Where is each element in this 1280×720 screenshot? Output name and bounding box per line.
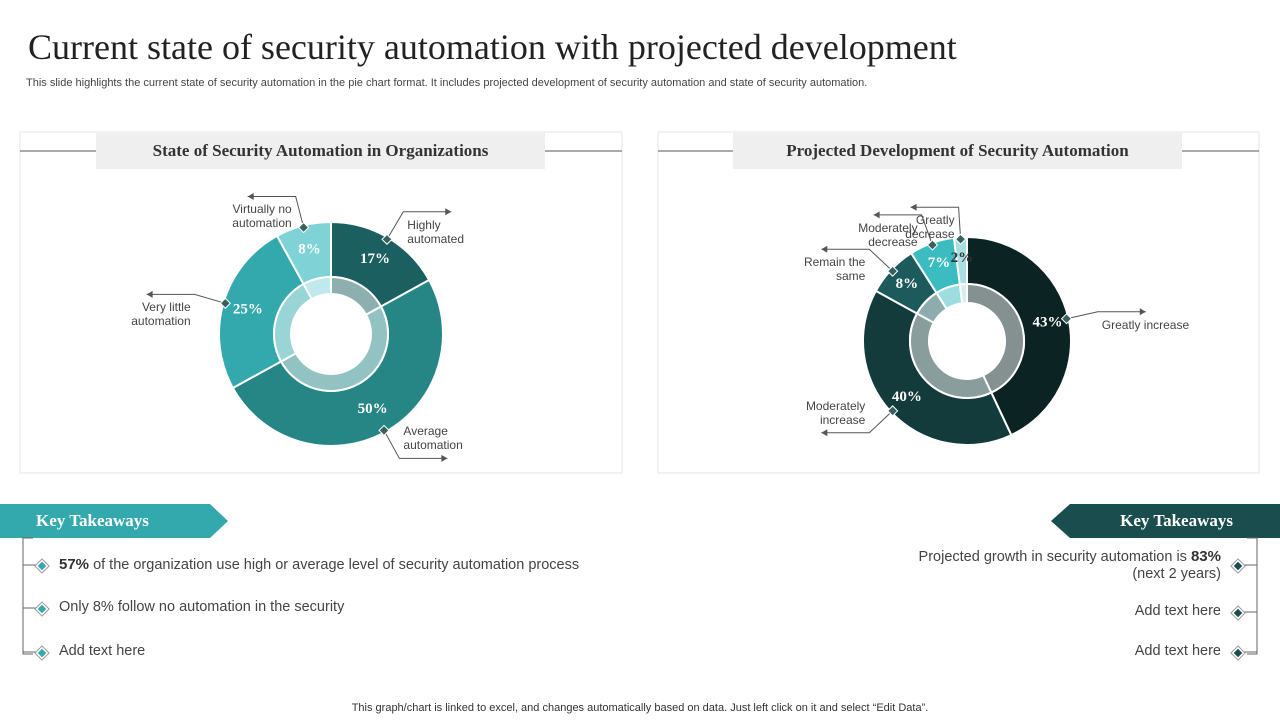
pie-inner-slice bbox=[279, 305, 389, 392]
panel bbox=[657, 131, 1260, 474]
bracket bbox=[22, 537, 33, 655]
value-label: 50% bbox=[358, 401, 388, 417]
callout-marker bbox=[1060, 313, 1073, 325]
bracket bbox=[1247, 537, 1258, 655]
category-label: Moderately increase bbox=[805, 398, 866, 427]
category-label: Remain the same bbox=[803, 255, 866, 284]
footer: This graph/chart is linked to excel, and… bbox=[351, 702, 929, 714]
text: Projected growth in security automation … bbox=[918, 549, 1187, 565]
text: of the organization use high or average … bbox=[93, 557, 580, 573]
banner bbox=[0, 504, 228, 538]
callout-marker bbox=[886, 265, 899, 277]
takeaways-heading: Key Takeaways bbox=[36, 511, 149, 530]
arrowhead bbox=[910, 203, 917, 211]
text: 57% bbox=[59, 556, 90, 573]
arrowhead bbox=[146, 290, 153, 298]
bullet bbox=[1233, 608, 1243, 618]
category-label: Very little automation bbox=[131, 300, 191, 329]
callout-line bbox=[383, 430, 448, 459]
takeaway: Projected growth in security automation … bbox=[919, 548, 1221, 583]
value-label: 8% bbox=[896, 276, 919, 292]
pie-inner-slice bbox=[958, 282, 968, 305]
category-label: Highly automated bbox=[407, 217, 464, 246]
arrowhead bbox=[445, 208, 452, 216]
pie-inner-slice bbox=[966, 282, 1025, 394]
chart-title: Projected Development of Security Automa… bbox=[733, 133, 1182, 169]
value-label: 2% bbox=[951, 250, 974, 266]
callout-marker bbox=[219, 297, 232, 309]
value-label: 8% bbox=[298, 242, 321, 258]
text: Add text here bbox=[1134, 603, 1221, 619]
callout-line bbox=[247, 195, 305, 228]
arrowhead bbox=[441, 454, 448, 462]
callout-line bbox=[821, 410, 893, 434]
callout-marker bbox=[926, 239, 939, 251]
takeaway: Only 8% follow no automation in the secu… bbox=[59, 599, 344, 616]
bullet bbox=[1233, 648, 1243, 658]
callout-line bbox=[873, 214, 933, 246]
takeaway: Add text here bbox=[59, 643, 145, 660]
category-label: Greatly increase bbox=[1101, 317, 1190, 332]
callout-marker bbox=[886, 405, 899, 417]
value-label: 17% bbox=[360, 251, 390, 267]
value-label: 7% bbox=[928, 255, 951, 271]
callout-marker bbox=[954, 233, 967, 245]
value-label: 25% bbox=[233, 301, 263, 317]
callout-marker bbox=[378, 424, 390, 437]
callout-line bbox=[1066, 311, 1146, 320]
callout-line bbox=[386, 211, 452, 240]
takeaway: Add text here bbox=[1135, 603, 1221, 620]
banner bbox=[1051, 504, 1280, 538]
takeaway: Add text here bbox=[1135, 643, 1221, 660]
category-label: Greatly decrease bbox=[905, 213, 955, 242]
text: (next 2 years) bbox=[1132, 566, 1221, 582]
subtitle: This slide highlights the current state … bbox=[26, 77, 868, 89]
arrowhead bbox=[247, 192, 254, 200]
callout-line bbox=[910, 206, 962, 240]
category-label: Virtually no automation bbox=[232, 202, 292, 231]
takeaways-heading: Key Takeaways bbox=[1120, 511, 1233, 530]
arrowhead bbox=[1139, 308, 1146, 316]
callout-marker bbox=[297, 221, 310, 234]
value-label: 40% bbox=[892, 389, 922, 405]
text: Only 8% follow no automation in the secu… bbox=[59, 599, 345, 615]
value-label: 43% bbox=[1033, 314, 1063, 330]
panel bbox=[19, 131, 623, 474]
callout-marker bbox=[381, 233, 393, 245]
text: Add text here bbox=[59, 643, 146, 659]
arrowhead bbox=[821, 245, 828, 253]
bullet bbox=[1233, 561, 1243, 571]
callout-line bbox=[146, 293, 226, 304]
title: Current state of security automation wit… bbox=[28, 27, 957, 67]
text: Add text here bbox=[1134, 643, 1221, 659]
callout-line bbox=[821, 248, 893, 272]
chart-title: State of Security Automation in Organiza… bbox=[96, 133, 545, 169]
takeaway: 57% of the organization use high or aver… bbox=[59, 556, 579, 574]
arrowhead bbox=[821, 429, 828, 437]
pie-inner-slice bbox=[302, 275, 332, 301]
category-label: Moderately decrease bbox=[858, 220, 918, 249]
arrowhead bbox=[873, 211, 880, 219]
category-label: Average automation bbox=[403, 424, 463, 453]
text: 83% bbox=[1190, 548, 1221, 565]
